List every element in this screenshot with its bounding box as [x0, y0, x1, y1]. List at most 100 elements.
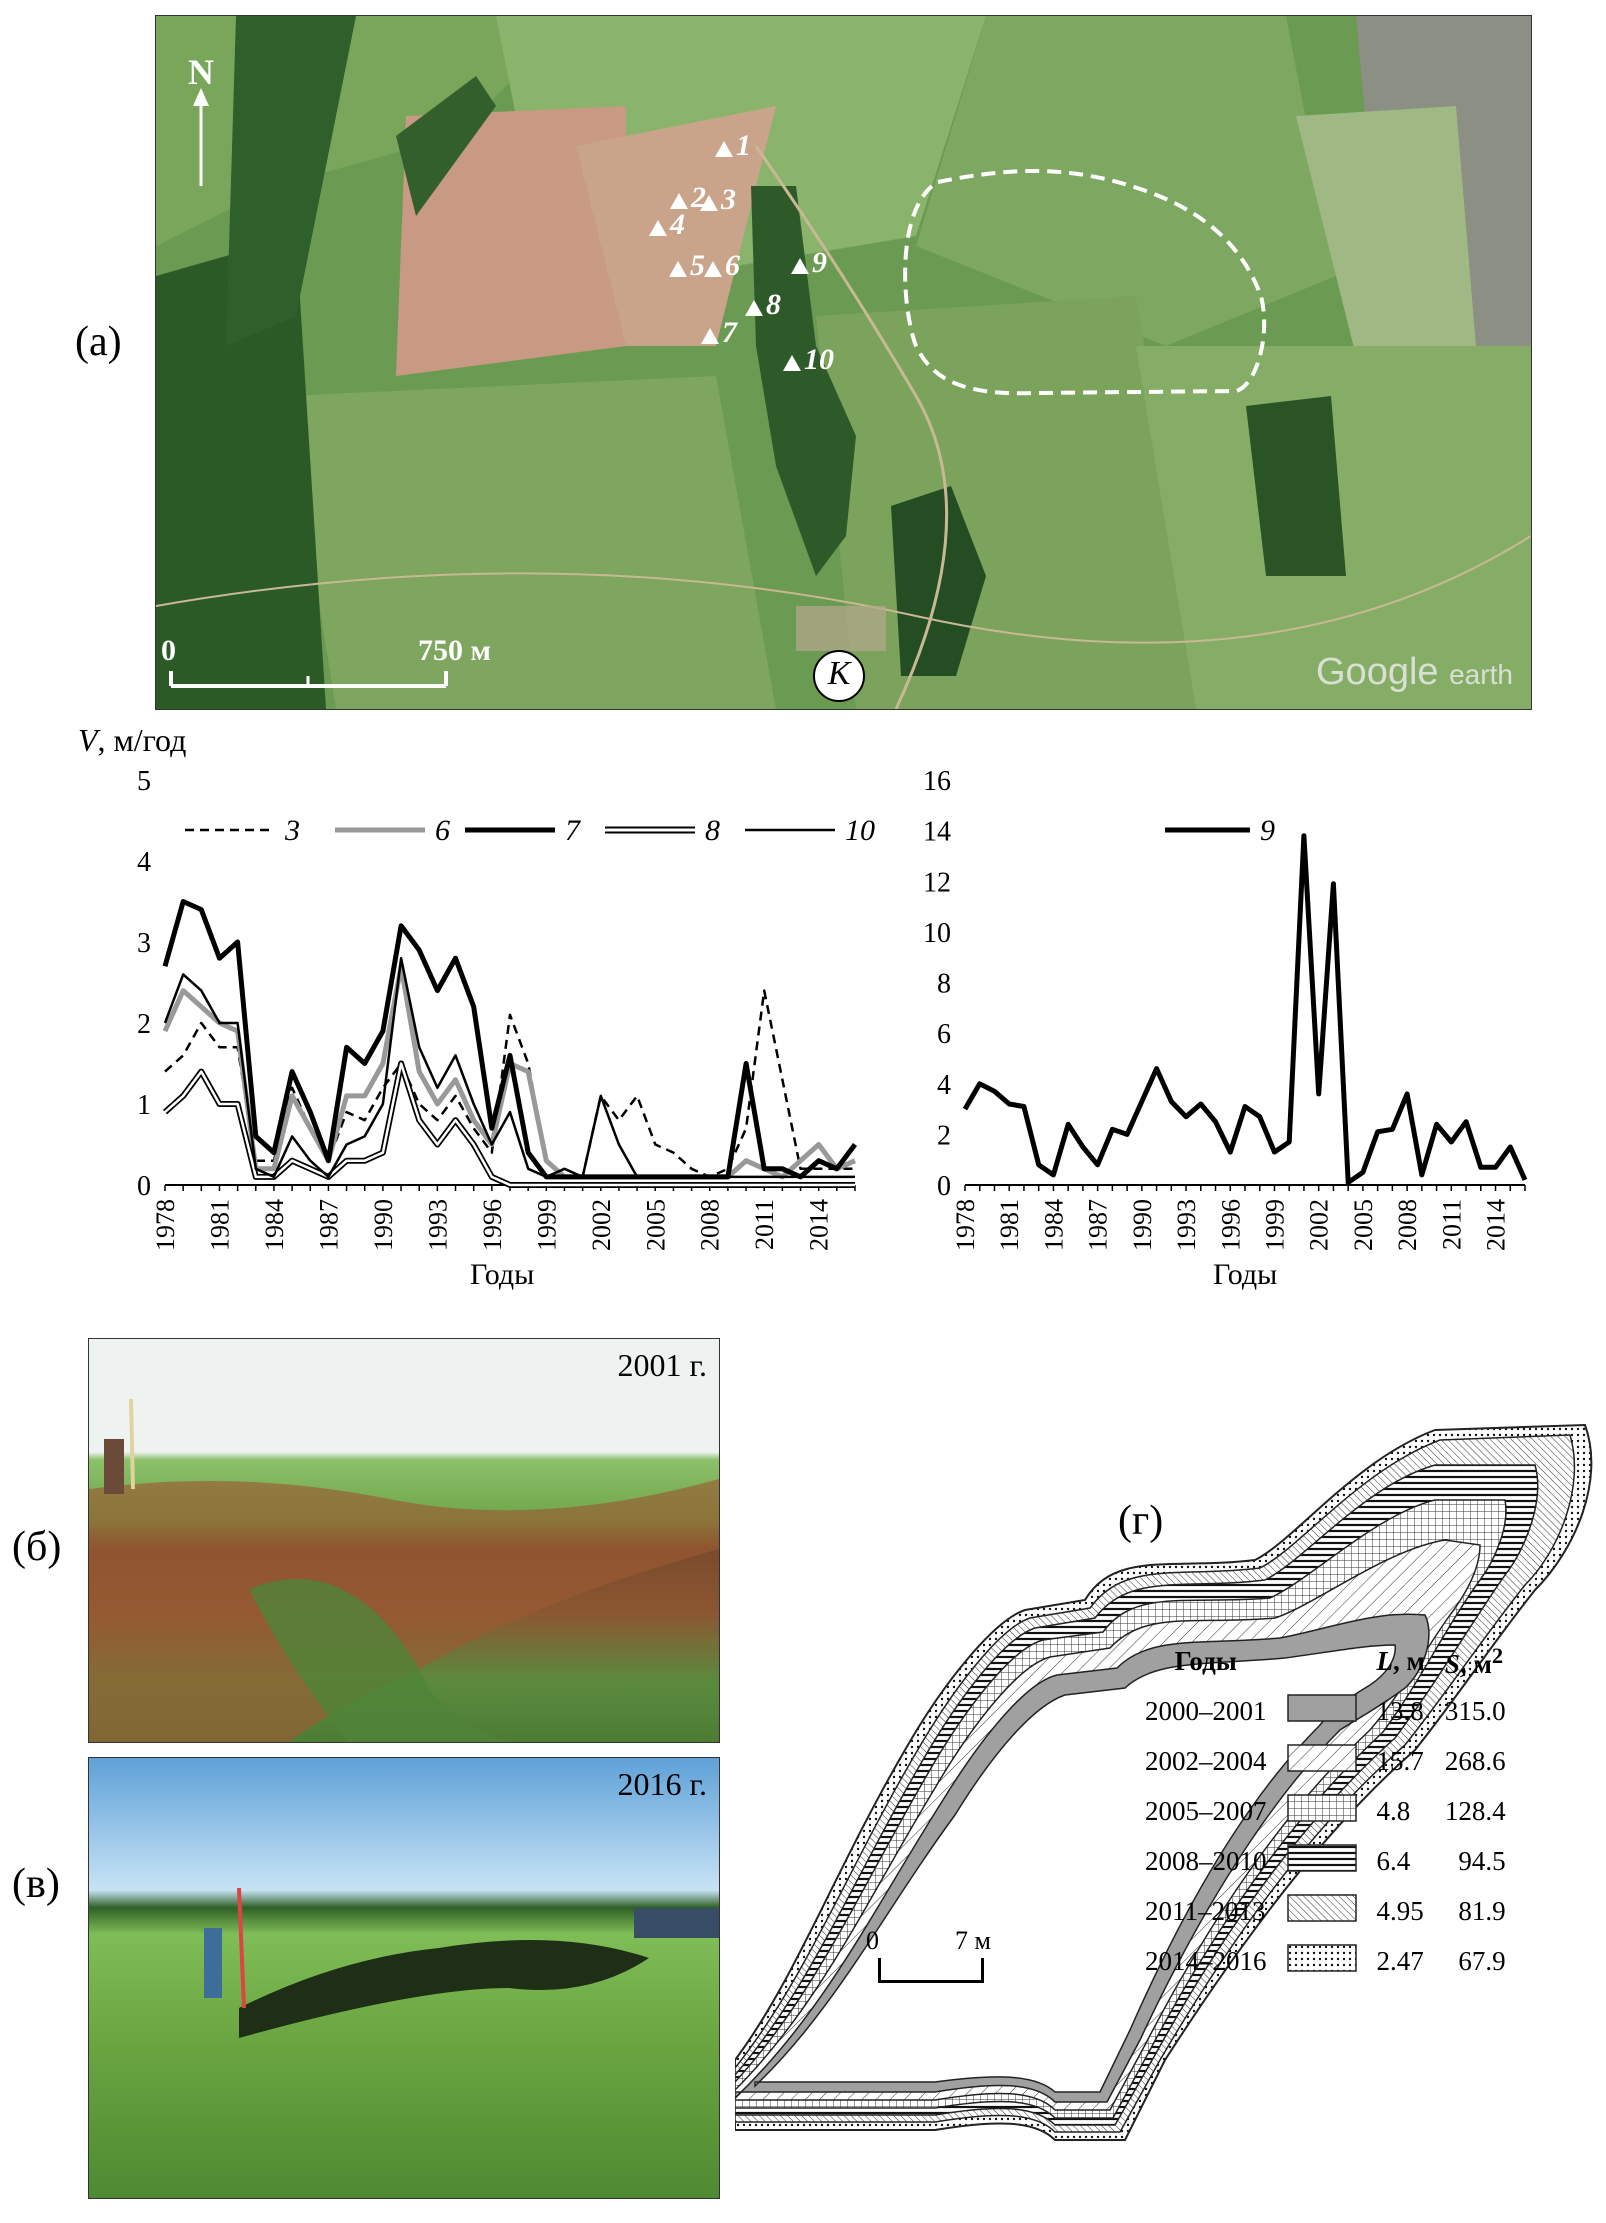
y-tick-label: 0: [137, 1171, 151, 1202]
panel-label-v: (в): [12, 1861, 60, 1907]
y-tick-label: 16: [923, 766, 951, 797]
series-line-3: [164, 989, 855, 1179]
legend-years: 2011–2013: [1145, 1895, 1266, 1926]
legend-years: 2014–2016: [1145, 1945, 1267, 1976]
x-tick-label: 1993: [423, 1199, 452, 1251]
legend-S: 268.6: [1444, 1745, 1506, 1776]
x-tick-label: 2005: [641, 1199, 670, 1251]
legend-S: 128.4: [1444, 1795, 1506, 1826]
y-tick-label: 4: [137, 847, 151, 878]
plan-scale-label: 7 м: [955, 1926, 991, 1955]
x-tick-label: 1996: [1216, 1199, 1245, 1251]
map-point-marker-7: [701, 328, 719, 344]
erosion-rate-chart-point9: 0 2 4 6 8 10 12 14 16 1978 1981 1984 1987 1990 1993 199…: [923, 766, 1528, 1251]
legend-L: 2.47: [1376, 1945, 1424, 1976]
legend-head-pattern: [1277, 1636, 1367, 1686]
x-tick-label: 1984: [260, 1199, 289, 1251]
legend-row: 2000–2001 13.8 315.0: [1135, 1686, 1516, 1736]
x-tick-label: 2002: [1305, 1199, 1334, 1251]
map-scale-zero: 0: [161, 634, 176, 667]
y-label-unit: , м/год: [97, 722, 187, 758]
site-marker-label: К: [827, 655, 851, 692]
legend-years: 2000–2001: [1145, 1695, 1267, 1726]
x-tick-label: 1999: [1260, 1199, 1289, 1251]
legend-S: 67.9: [1458, 1945, 1506, 1976]
y-tick-label: 1: [137, 1090, 151, 1121]
y-label-symbol: V: [78, 722, 98, 758]
y-tick-label: 2: [137, 1009, 151, 1040]
legend-S: 81.9: [1458, 1895, 1506, 1926]
legend-swatch: [1277, 1736, 1367, 1786]
chart-y-label: V, м/год: [78, 722, 186, 759]
legend-S: 94.5: [1458, 1845, 1506, 1876]
legend-L: 6.4: [1376, 1845, 1411, 1876]
x-tick-label: 1978: [151, 1199, 180, 1251]
legend-swatch: [1277, 1886, 1367, 1936]
y-tick-label: 10: [923, 918, 951, 949]
map-point-marker-6: [704, 261, 722, 277]
legend-label-10: 10: [845, 814, 875, 847]
x-tick-label: 2002: [587, 1199, 616, 1251]
x-tick-label: 2008: [1393, 1199, 1422, 1251]
y-tick-label: 6: [937, 1019, 951, 1050]
legend-head-years: Годы: [1174, 1645, 1237, 1676]
photo-2016: 2016 г.: [88, 1757, 720, 2199]
north-arrow-label: N: [188, 52, 214, 92]
L-symbol: L: [1376, 1645, 1394, 1676]
x-tick-label: 1984: [1039, 1199, 1068, 1251]
x-tick-label: 1990: [1128, 1199, 1157, 1251]
map-point-label-9: 9: [812, 246, 827, 279]
plan-scale-zero: 0: [866, 1926, 879, 1955]
y-tick-label: 8: [937, 969, 951, 1000]
series-line-7: [162, 899, 858, 1180]
map-image: [156, 16, 1531, 709]
map-point-label-7: 7: [722, 316, 737, 349]
panel-label-g: (г): [1118, 1498, 1164, 1544]
x-tick-label: 1999: [532, 1199, 561, 1251]
map-point-marker-5: [669, 261, 687, 277]
legend-row: 2002–2004 15.7 268.6: [1135, 1736, 1516, 1786]
satellite-map: N 0 750 м К Google earth 1 2 3 4 5 6 7 8 9 10: [155, 15, 1532, 710]
legend-swatch: [1277, 1786, 1367, 1836]
x-tick-label: 2008: [696, 1199, 725, 1251]
x-tick-label: 1990: [369, 1199, 398, 1251]
x-tick-label: 1981: [995, 1199, 1024, 1251]
legend-years: 2008–2010: [1145, 1845, 1267, 1876]
google-earth-watermark: Google earth: [1316, 651, 1513, 694]
legend-years: 2005–2007: [1145, 1795, 1267, 1826]
legend-row: 2008–2010 6.4 94.5: [1135, 1836, 1516, 1886]
photo-2001: 2001 г.: [88, 1338, 720, 1743]
legend-swatch: [1277, 1686, 1367, 1736]
plan-scale-bar: [878, 1958, 984, 1983]
legend-swatch: [1277, 1836, 1367, 1886]
panel-label-a: (а): [75, 319, 122, 365]
legend-L: 13.8: [1376, 1695, 1424, 1726]
map-point-marker-9: [791, 258, 809, 274]
legend-row: 2005–2007 4.8 128.4: [1135, 1786, 1516, 1836]
legend-head-L: L, м: [1367, 1636, 1435, 1686]
legend-years: 2002–2004: [1145, 1745, 1267, 1776]
x-tick-label: 1993: [1172, 1199, 1201, 1251]
x-tick-label: 1996: [478, 1199, 507, 1251]
map-point-label-4: 4: [670, 208, 685, 241]
chart2-x-label: Годы: [1213, 1258, 1278, 1291]
y-tick-label: 2: [937, 1120, 951, 1151]
y-tick-label: 4: [937, 1070, 951, 1101]
map-point-marker-3: [700, 195, 718, 211]
S-unit: , м: [1459, 1648, 1492, 1679]
series-line-10: [163, 956, 855, 1179]
y-tick-label: 12: [923, 867, 951, 898]
x-tick-label: 1987: [1084, 1199, 1113, 1251]
y-tick-label: 0: [937, 1171, 951, 1202]
legend-label-6: 6: [435, 814, 450, 847]
legend-L: 15.7: [1376, 1745, 1424, 1776]
x-tick-label: 1987: [314, 1199, 343, 1251]
y-tick-label: 3: [137, 928, 151, 959]
map-point-label-3: 3: [721, 183, 736, 216]
map-point-label-6: 6: [725, 249, 740, 282]
legend-L: 4.95: [1376, 1895, 1424, 1926]
photo-2016-year: 2016 г.: [617, 1766, 707, 1802]
map-point-label-5: 5: [690, 249, 705, 282]
watermark-product: earth: [1449, 659, 1513, 690]
panel-label-b: (б): [12, 1524, 62, 1570]
